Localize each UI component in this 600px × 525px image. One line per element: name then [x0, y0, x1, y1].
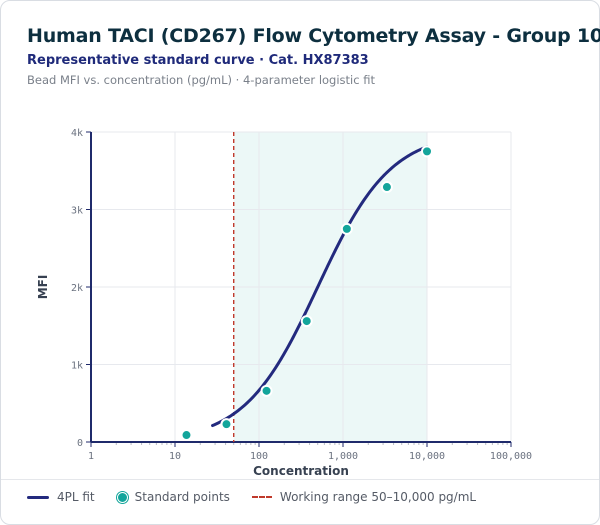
standard-point [340, 222, 353, 235]
chart-caption: Bead MFI vs. concentration (pg/mL) · 4-p… [27, 73, 375, 87]
x-tick-label: 1 [88, 451, 94, 462]
chart-title: Human TACI (CD267) Flow Cytometry Assay … [27, 25, 600, 47]
standard-point [380, 181, 393, 194]
y-tick-label: 2k [71, 283, 83, 294]
standard-point [300, 315, 313, 328]
y-axis-title: MFI [36, 275, 50, 300]
y-tick-label: 4k [71, 128, 83, 139]
x-tick-label: 10 [169, 451, 181, 462]
legend-fit-label: 4PL fit [57, 490, 95, 504]
legend-item-range: Working range 50–10,000 pg/mL [251, 490, 477, 504]
x-tick-label: 10,000 [409, 451, 445, 462]
x-tick-label: 100,000 [490, 451, 532, 462]
x-tick-label: 1,000 [328, 451, 358, 462]
standard-point [220, 418, 233, 431]
standard-point [421, 145, 433, 158]
standard-point [260, 384, 273, 397]
legend-item-fit: 4PL fit [27, 490, 95, 504]
x-tick-label: 100 [250, 451, 268, 462]
standard-curve-chart: 1 10 100 1,000 10,000 100,000 0 1k 2k 3k 4k Concent… [36, 128, 532, 478]
points-dot-swatch [116, 491, 128, 503]
y-tick-label: 1k [71, 361, 83, 372]
y-tick-label: 0 [77, 438, 83, 449]
legend-divider [1, 479, 599, 480]
chart-legend: 4PL fit Standard points Working range 50… [27, 489, 498, 505]
y-tick-label: 3k [71, 206, 83, 217]
legend-range-label: Working range 50–10,000 pg/mL [279, 490, 477, 504]
fit-line-swatch [27, 495, 49, 499]
standard-point [180, 429, 193, 442]
range-dash-swatch [251, 496, 272, 498]
x-axis-title: Concentration [253, 464, 349, 478]
chart-subtitle: Representative standard curve · Cat. HX8… [27, 53, 369, 68]
legend-item-points: Standard points [116, 490, 230, 504]
fit-curve-4pl [211, 145, 429, 428]
legend-points-label: Standard points [134, 490, 230, 504]
